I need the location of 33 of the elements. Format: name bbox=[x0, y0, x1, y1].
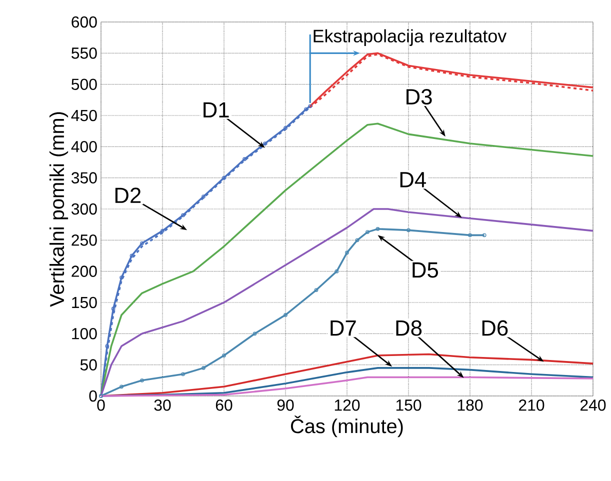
x-axis-title: Čas (minute) bbox=[291, 416, 403, 438]
series-label: D4 bbox=[400, 172, 426, 188]
y-tick-label: 450 bbox=[71, 110, 97, 122]
x-tick-label: 60 bbox=[216, 400, 232, 411]
y-tick-label: 250 bbox=[72, 234, 97, 246]
y-axis-title: Vertikalni pomiki (mm) bbox=[49, 112, 68, 307]
x-tick-label: 180 bbox=[458, 400, 483, 411]
series-label: D6 bbox=[482, 320, 508, 336]
x-tick-label: 120 bbox=[334, 400, 360, 411]
x-tick-label: 210 bbox=[519, 400, 544, 411]
y-tick-label: 500 bbox=[72, 78, 97, 90]
x-tick-label: 150 bbox=[396, 400, 422, 411]
y-tick-label: 100 bbox=[72, 328, 97, 340]
y-tick-label: 0 bbox=[89, 390, 97, 402]
x-tick-label: 240 bbox=[580, 400, 606, 411]
series-label: D7 bbox=[330, 320, 356, 336]
x-tick-label: 90 bbox=[277, 400, 294, 411]
y-tick-label: 600 bbox=[72, 16, 97, 28]
y-tick-label: 400 bbox=[71, 141, 97, 152]
ref-line-label: Ekstrapolacija rezultatov bbox=[314, 29, 507, 46]
y-tick-label: 200 bbox=[72, 266, 97, 277]
y-tick-label: 150 bbox=[72, 296, 97, 308]
series-label: D8 bbox=[396, 320, 422, 336]
y-tick-label: 300 bbox=[72, 203, 97, 215]
x-tick-label: 30 bbox=[154, 400, 171, 411]
y-tick-label: 550 bbox=[72, 48, 97, 59]
series-label: D5 bbox=[412, 262, 438, 278]
series-label: D2 bbox=[115, 188, 141, 203]
series-label: D3 bbox=[406, 89, 432, 105]
y-tick-label: 50 bbox=[80, 359, 97, 370]
series-label: D1 bbox=[204, 102, 229, 118]
y-tick-label: 350 bbox=[72, 172, 97, 184]
x-tick-label: 0 bbox=[97, 400, 105, 411]
